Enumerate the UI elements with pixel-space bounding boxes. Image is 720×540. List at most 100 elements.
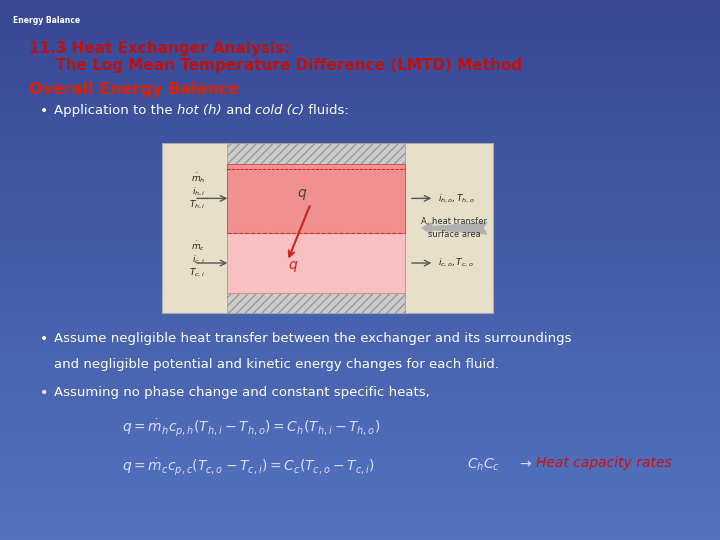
Bar: [0, 43, 720, 46]
Bar: [0, 78, 720, 81]
Bar: [0, 400, 720, 402]
Bar: [0, 532, 720, 535]
Bar: [0, 232, 720, 235]
Bar: [0, 397, 720, 400]
Bar: [0, 157, 720, 159]
Bar: [0, 94, 720, 97]
Bar: [0, 5, 720, 8]
Bar: [0, 76, 720, 78]
Bar: [0, 3, 720, 5]
Bar: [0, 0, 720, 3]
Bar: [0, 200, 720, 202]
FancyBboxPatch shape: [227, 143, 405, 164]
Bar: [0, 97, 720, 100]
Bar: [0, 119, 720, 122]
Bar: [0, 256, 720, 259]
Bar: [0, 14, 720, 16]
Bar: [0, 170, 720, 173]
Bar: [0, 235, 720, 238]
Bar: [0, 432, 720, 435]
Bar: [0, 148, 720, 151]
Bar: [0, 324, 720, 327]
Bar: [0, 378, 720, 381]
Bar: [0, 418, 720, 421]
Bar: [0, 481, 720, 483]
Bar: [0, 451, 720, 454]
Text: q: q: [289, 258, 297, 272]
Bar: [0, 176, 720, 178]
Bar: [0, 524, 720, 526]
Bar: [0, 281, 720, 284]
Bar: [0, 319, 720, 321]
Bar: [0, 440, 720, 443]
Bar: [0, 197, 720, 200]
Bar: [0, 427, 720, 429]
Bar: [0, 413, 720, 416]
Bar: [0, 405, 720, 408]
Bar: [0, 297, 720, 300]
FancyBboxPatch shape: [227, 233, 405, 293]
Bar: [0, 116, 720, 119]
Bar: [0, 381, 720, 383]
Bar: [0, 424, 720, 427]
Bar: [0, 211, 720, 213]
Bar: [0, 356, 720, 359]
Bar: [0, 30, 720, 32]
Bar: [0, 348, 720, 351]
Text: A, heat transfer: A, heat transfer: [421, 218, 487, 226]
Bar: [0, 111, 720, 113]
Text: hot (h): hot (h): [177, 104, 222, 117]
Bar: [0, 429, 720, 432]
Text: q: q: [297, 186, 306, 200]
Bar: [0, 502, 720, 505]
Bar: [0, 84, 720, 86]
Text: 11.3 Heat Exchanger Analysis:: 11.3 Heat Exchanger Analysis:: [29, 40, 290, 56]
FancyBboxPatch shape: [227, 293, 405, 313]
Bar: [0, 189, 720, 192]
Text: $\dot{m}_c$: $\dot{m}_c$: [191, 239, 205, 253]
Bar: [0, 8, 720, 11]
Bar: [0, 38, 720, 40]
Bar: [0, 113, 720, 116]
Text: •: •: [40, 386, 48, 400]
Bar: [0, 508, 720, 510]
Bar: [0, 162, 720, 165]
Bar: [0, 505, 720, 508]
Bar: [0, 49, 720, 51]
Bar: [0, 248, 720, 251]
Bar: [0, 73, 720, 76]
Bar: [0, 486, 720, 489]
Bar: [0, 146, 720, 148]
Bar: [0, 230, 720, 232]
Bar: [0, 219, 720, 221]
Bar: [0, 338, 720, 340]
Bar: [0, 332, 720, 335]
Bar: [0, 124, 720, 127]
Bar: [0, 402, 720, 405]
Bar: [0, 467, 720, 470]
Bar: [0, 103, 720, 105]
Bar: [0, 494, 720, 497]
Bar: [0, 408, 720, 410]
Bar: [0, 19, 720, 22]
Bar: [0, 510, 720, 513]
Bar: [0, 367, 720, 370]
Bar: [0, 294, 720, 297]
Bar: [0, 456, 720, 459]
Bar: [0, 489, 720, 491]
Text: $i_{h,o}, T_{h,o}$: $i_{h,o}, T_{h,o}$: [438, 192, 474, 205]
Bar: [0, 11, 720, 14]
Bar: [0, 265, 720, 267]
Text: cold (c): cold (c): [255, 104, 305, 117]
Bar: [0, 346, 720, 348]
Text: Overall Energy Balance: Overall Energy Balance: [29, 82, 239, 97]
Bar: [0, 138, 720, 140]
Text: Energy Balance: Energy Balance: [13, 16, 80, 25]
Text: Application to the: Application to the: [54, 104, 177, 117]
Bar: [0, 262, 720, 265]
Bar: [0, 310, 720, 313]
Bar: [0, 216, 720, 219]
Bar: [0, 246, 720, 248]
Bar: [0, 359, 720, 362]
Bar: [0, 108, 720, 111]
